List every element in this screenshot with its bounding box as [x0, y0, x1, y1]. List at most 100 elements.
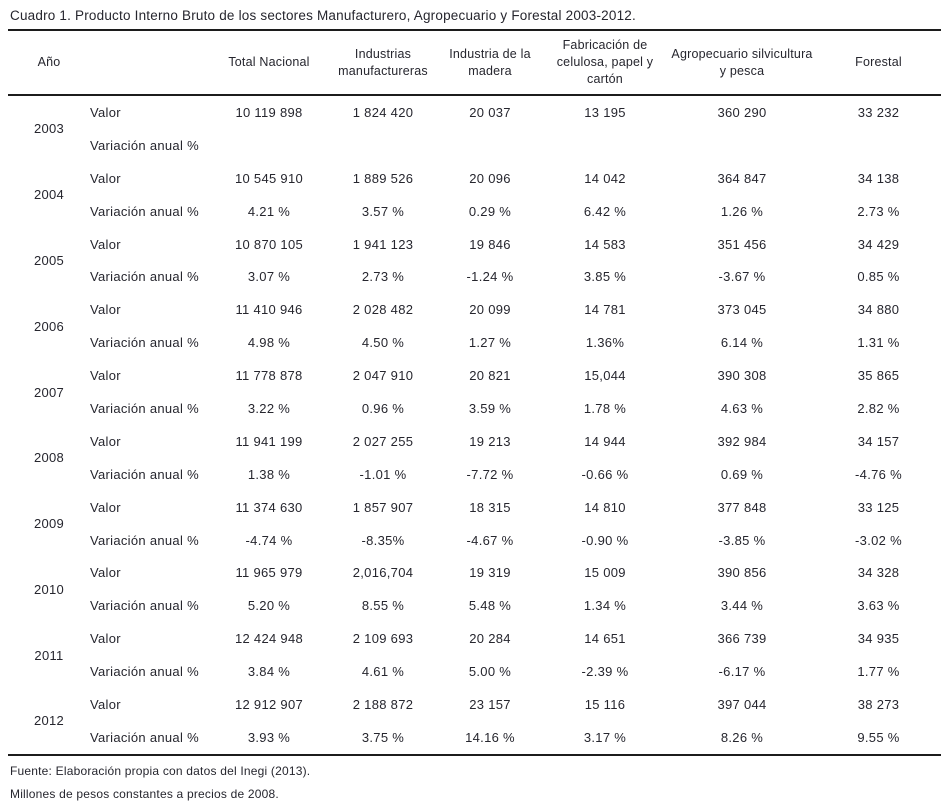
value-cell: 6.42 %	[583, 203, 627, 219]
row-label-variacion: Variación anual %	[90, 729, 199, 745]
value-cell: 20 037	[469, 104, 511, 120]
row-label-variacion: Variación anual %	[90, 203, 199, 219]
row-label-valor: Valor	[90, 565, 121, 581]
row-valor-2005: 2005 Valor 10 870 105 1 941 123 19 846 14 583…	[8, 228, 941, 268]
value-cell: 14.16 %	[465, 729, 515, 745]
row-valor-2011: 2011 Valor 12 424 948 2 109 693 20 284 14 651…	[8, 622, 941, 662]
row-label-valor: Valor	[90, 236, 121, 252]
gdp-table: Año Total Nacional Industrias manufactur…	[8, 31, 941, 756]
value-cell: 10 119 898	[235, 104, 303, 120]
value-cell: -4.76 %	[855, 466, 902, 482]
value-cell: 33 232	[857, 104, 900, 120]
row-label-valor: Valor	[90, 433, 121, 449]
value-cell: 3.07 %	[247, 269, 291, 285]
table-body: 2003 Valor 10 119 898 1 824 420 20 037 13 195…	[8, 95, 941, 755]
value-cell: 8.26 %	[720, 729, 764, 745]
value-cell	[816, 129, 941, 162]
value-cell: 6.14 %	[720, 335, 764, 351]
value-cell: 1.31 %	[857, 335, 900, 351]
col-header-forestal: Forestal	[816, 31, 941, 96]
row-valor-2003: 2003 Valor 10 119 898 1 824 420 20 037 13 195…	[8, 95, 941, 136]
row-label-valor: Valor	[90, 631, 121, 647]
value-cell: -1.01 %	[359, 466, 407, 482]
row-valor-2008: 2008 Valor 11 941 199 2 027 255 19 213 14 944…	[8, 425, 941, 465]
value-cell: 351 456	[717, 236, 767, 252]
year-cell: 2006	[33, 318, 65, 334]
row-variacion-2005: Variación anual % 3.07 % 2.73 % -1.24 % 3.85…	[8, 260, 941, 293]
value-cell: 373 045	[717, 302, 767, 318]
row-variacion-2008: Variación anual % 1.38 % -1.01 % -7.72 % -0.…	[8, 458, 941, 491]
value-cell: 14 651	[584, 631, 626, 647]
value-cell: 5.00 %	[468, 664, 512, 680]
row-variacion-2004: Variación anual % 4.21 % 3.57 % 0.29 % 6.42 …	[8, 195, 941, 228]
value-cell: 14 810	[584, 499, 626, 515]
year-cell: 2003	[33, 121, 65, 137]
header-row: Año Total Nacional Industrias manufactur…	[8, 31, 941, 96]
value-cell: 11 374 630	[235, 499, 303, 515]
value-cell: 3.75 %	[361, 729, 405, 745]
year-cell: 2007	[33, 384, 65, 400]
value-cell: 390 308	[717, 368, 767, 384]
value-cell: -0.90 %	[581, 532, 629, 548]
value-cell: 366 739	[717, 631, 767, 647]
value-cell: 1.77 %	[857, 664, 900, 680]
value-cell: 14 042	[584, 170, 626, 186]
row-valor-2010: 2010 Valor 11 965 979 2,016,704 19 319 15 009…	[8, 556, 941, 596]
value-cell: 38 273	[857, 696, 900, 712]
value-cell: 14 781	[584, 302, 626, 318]
value-cell: 19 319	[469, 565, 511, 581]
units-note: Millones de pesos constantes a precios d…	[10, 786, 279, 801]
value-cell: 11 941 199	[235, 433, 303, 449]
value-cell: 390 856	[717, 565, 767, 581]
value-cell: 0.85 %	[857, 269, 900, 285]
value-cell: 11 410 946	[235, 302, 303, 318]
value-cell: 20 284	[469, 631, 511, 647]
value-cell: 1.78 %	[583, 400, 627, 416]
value-cell: 4.50 %	[361, 335, 405, 351]
value-cell: 12 424 948	[234, 631, 304, 647]
value-cell: -4.74 %	[245, 532, 293, 548]
row-label-variacion: Variación anual %	[90, 400, 199, 416]
value-cell: -3.85 %	[718, 532, 766, 548]
row-variacion-2011: Variación anual % 3.84 % 4.61 % 5.00 % -2.39…	[8, 655, 941, 688]
year-cell: 2012	[33, 713, 65, 729]
value-cell: 34 429	[857, 236, 900, 252]
value-cell: 23 157	[469, 696, 511, 712]
value-cell: 34 880	[857, 302, 900, 318]
value-cell: 4.21 %	[247, 203, 291, 219]
value-cell: 3.63 %	[857, 598, 900, 614]
year-cell: 2010	[33, 581, 65, 597]
value-cell: 2,016,704	[352, 565, 414, 581]
value-cell: 2 188 872	[352, 696, 414, 712]
row-label-valor: Valor	[90, 499, 121, 515]
value-cell: 11 965 979	[235, 565, 303, 581]
value-cell: 34 935	[857, 631, 900, 647]
value-cell: -3.02 %	[855, 532, 902, 548]
value-cell: 3.84 %	[247, 664, 291, 680]
value-cell: 20 821	[469, 368, 511, 384]
value-cell: 0.69 %	[720, 466, 764, 482]
row-label-valor: Valor	[90, 104, 121, 120]
row-variacion-2012: Variación anual % 3.93 % 3.75 % 14.16 % 3.17…	[8, 721, 941, 755]
value-cell: 1 889 526	[352, 170, 414, 186]
row-valor-2012: 2012 Valor 12 912 907 2 188 872 23 157 15 116…	[8, 688, 941, 728]
value-cell: 10 870 105	[234, 236, 304, 252]
value-cell: 0.96 %	[361, 400, 405, 416]
row-label-valor: Valor	[90, 170, 121, 186]
value-cell: 2 109 693	[352, 631, 414, 647]
value-cell: 3.93 %	[247, 729, 291, 745]
row-label-variacion: Variación anual %	[90, 269, 199, 285]
value-cell: 1 941 123	[352, 236, 414, 252]
value-cell: 1.36%	[585, 335, 625, 351]
value-cell: 19 846	[469, 236, 511, 252]
value-cell: 15,044	[584, 368, 626, 384]
col-header-row-label	[90, 31, 210, 96]
value-cell: -7.72 %	[466, 466, 514, 482]
value-cell: 33 125	[857, 499, 900, 515]
row-label-variacion: Variación anual %	[90, 532, 199, 548]
value-cell: 1.34 %	[583, 598, 627, 614]
row-label-valor: Valor	[90, 368, 121, 384]
value-cell	[668, 129, 816, 162]
value-cell: 12 912 907	[234, 696, 304, 712]
